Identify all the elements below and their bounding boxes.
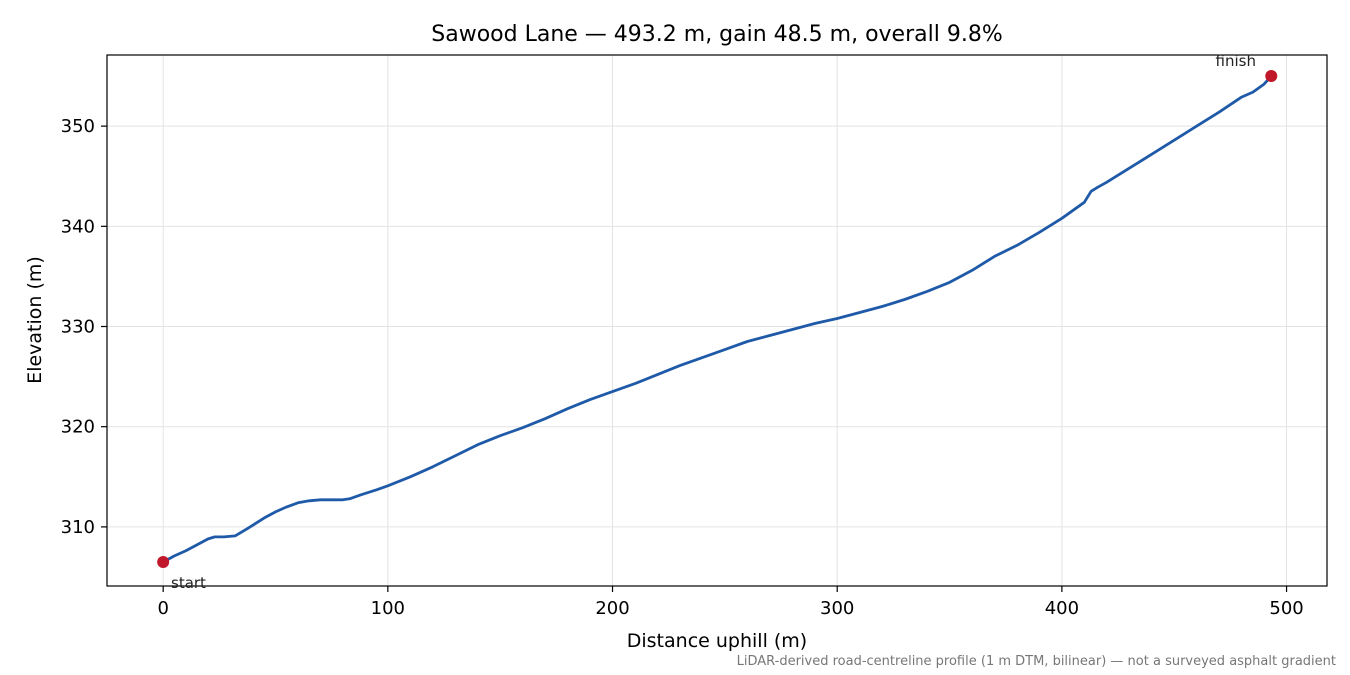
x-tick-label: 300 [820, 598, 854, 619]
x-tick-label: 0 [157, 598, 168, 619]
x-tick-label: 200 [595, 598, 629, 619]
x-axis-label: Distance uphill (m) [627, 630, 807, 652]
y-axis-label: Elevation (m) [24, 256, 46, 384]
y-tick-label: 340 [61, 216, 95, 237]
finish-annotation: finish [1216, 52, 1256, 70]
elevation-line [161, 74, 1273, 564]
plot-frame [106, 54, 1328, 587]
grid-layer [107, 55, 1327, 586]
start-annotation: start [171, 574, 206, 592]
line-layer [161, 74, 1273, 564]
marker-layer [157, 70, 1278, 568]
y-tick-label: 350 [61, 116, 95, 137]
x-tick-label: 100 [371, 598, 405, 619]
finish-marker [1265, 70, 1278, 83]
chart-title: Sawood Lane — 493.2 m, gain 48.5 m, over… [431, 22, 1002, 47]
tick-layer: 0 100 200 300 400 500 310 320 330 340 350 [61, 116, 1304, 619]
start-marker [157, 555, 170, 568]
y-tick-label: 310 [61, 517, 95, 538]
x-tick-label: 400 [1045, 598, 1079, 619]
source-caption: LiDAR-derived road-centreline profile (1… [737, 654, 1336, 669]
y-tick-label: 330 [61, 317, 95, 338]
y-tick-label: 320 [61, 417, 95, 438]
x-tick-label: 500 [1269, 598, 1303, 619]
